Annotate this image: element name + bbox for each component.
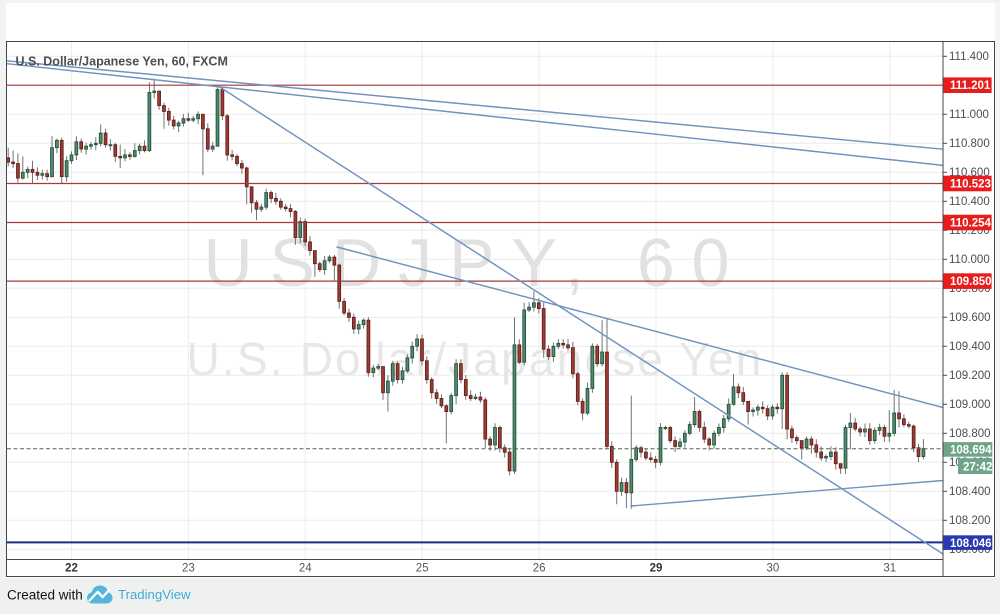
svg-text:108.694: 108.694 [950, 445, 992, 457]
svg-text:108.400: 108.400 [949, 486, 991, 498]
svg-text:110.800: 110.800 [949, 138, 990, 150]
svg-text:USDJPY, 60: USDJPY, 60 [204, 225, 747, 301]
svg-text:Created with: Created with [7, 588, 83, 603]
svg-text:109.000: 109.000 [949, 399, 991, 411]
svg-text:108.046: 108.046 [950, 538, 992, 550]
svg-text:111.000: 111.000 [949, 109, 989, 121]
svg-text:111.400: 111.400 [949, 51, 989, 63]
svg-text:U.S. Dollar/Japanese Yen: U.S. Dollar/Japanese Yen [186, 333, 763, 385]
svg-text:110.000: 110.000 [949, 254, 990, 266]
svg-text:109.850: 109.850 [950, 276, 992, 288]
svg-text:TradingView: TradingView [118, 587, 191, 602]
svg-text:27:42: 27:42 [963, 462, 992, 474]
svg-text:108.800: 108.800 [949, 428, 991, 440]
svg-text:110.254: 110.254 [950, 217, 992, 229]
svg-text:29: 29 [650, 563, 663, 575]
svg-text:22: 22 [65, 563, 78, 575]
svg-text:25: 25 [416, 563, 429, 575]
svg-text:U.S. Dollar/Japanese Yen, 60,: U.S. Dollar/Japanese Yen, 60, FXCM [16, 55, 228, 69]
svg-text:24: 24 [299, 563, 312, 575]
svg-text:23: 23 [182, 563, 195, 575]
svg-text:111.201: 111.201 [950, 80, 991, 92]
svg-text:110.523: 110.523 [950, 178, 991, 190]
svg-text:109.400: 109.400 [949, 341, 991, 353]
svg-text:26: 26 [533, 563, 546, 575]
svg-text:109.600: 109.600 [949, 312, 991, 324]
svg-text:109.200: 109.200 [949, 370, 991, 382]
svg-text:30: 30 [767, 563, 780, 575]
svg-text:110.400: 110.400 [949, 196, 990, 208]
svg-text:108.200: 108.200 [949, 515, 991, 527]
svg-text:31: 31 [883, 563, 896, 575]
